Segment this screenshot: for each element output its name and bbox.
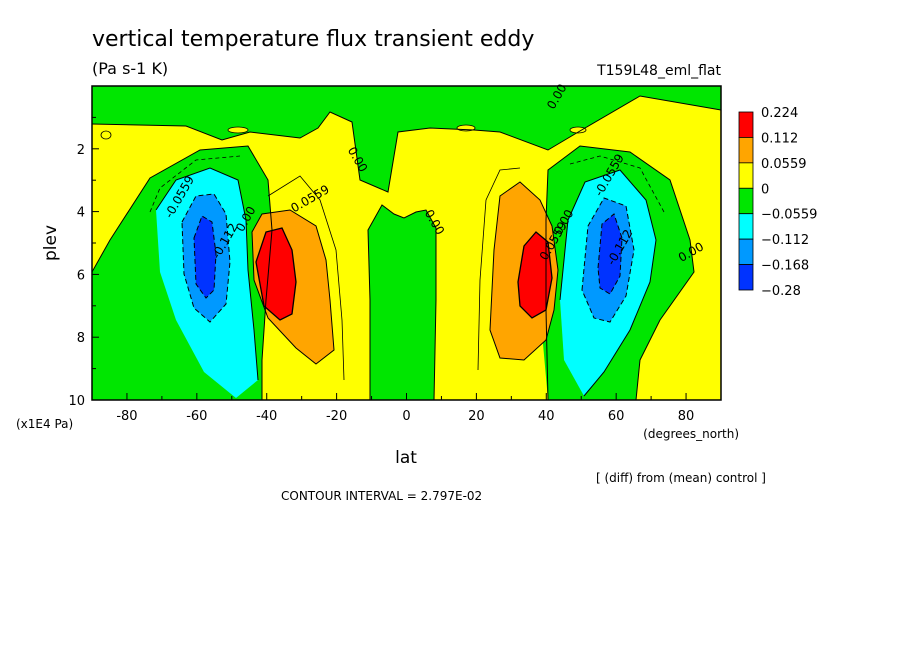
axes: -80 -60 -40 -20 0 20 40 60 80 2 4 6 8 10: [68, 116, 722, 424]
y-axis-label: plev: [41, 225, 61, 261]
chart-units: (Pa s-1 K): [92, 59, 168, 78]
x-tick-label: 60: [608, 409, 625, 424]
colorbar-swatch-3: [738, 187, 754, 215]
colorbar-label-5: −0.112: [761, 233, 809, 248]
run-name: T159L48_eml_flat: [596, 63, 721, 79]
colorbar-label-3: 0: [761, 182, 769, 197]
x-tick-label: 40: [538, 409, 555, 424]
small-yellow-island-edge: [100, 130, 112, 140]
x-axis-label: lat: [395, 448, 417, 468]
x-tick-label: -40: [256, 409, 277, 424]
colorbar-swatch-6: [738, 264, 754, 291]
colorbar-label-1: 0.112: [761, 131, 798, 146]
colorbar-swatch-5: [738, 238, 754, 265]
contour-line-neg-north-3: [597, 213, 623, 295]
y-tick-label: 10: [68, 394, 85, 409]
colorbar-label-2: 0.0559: [761, 157, 807, 172]
y-tick-label: 2: [77, 143, 85, 158]
contour-line-pos-north-1: [489, 181, 559, 361]
fill-green-top: [92, 86, 721, 192]
contour-interval: CONTOUR INTERVAL = 2.797E-02: [281, 489, 482, 503]
contour-line-zero-center: [367, 204, 437, 400]
contour-line-zero-south: [92, 145, 273, 400]
x-tick-label: 0: [402, 409, 410, 424]
contour-line-pos-north-2: [517, 231, 553, 319]
contour-line-neg-north-2: [581, 197, 635, 323]
y-tick-label: 4: [77, 206, 85, 221]
x-tick-label: -80: [116, 409, 137, 424]
x-tick-label: -20: [326, 409, 347, 424]
x-tick-label: 80: [678, 409, 695, 424]
fill-blue-north: [598, 214, 622, 294]
colorbar: 0.224 0.112 0.0559 0 −0.0559 −0.112 −0.168 −0.2…: [738, 106, 817, 299]
contour-line-neg-north-outer: [569, 155, 665, 213]
contour-line-neg-north-1: [559, 169, 657, 397]
colorbar-label-4: −0.0559: [761, 208, 817, 223]
diff-note: [ (diff) from (mean) control ]: [596, 471, 766, 485]
y-axis-units: (x1E4 Pa): [16, 417, 73, 431]
colorbar-swatch-0: [738, 111, 754, 138]
contour-line-neg-south-2: [181, 193, 231, 323]
colorbar-swatch-4: [738, 213, 754, 240]
contour-line-neg-south-outer: [149, 155, 241, 213]
colorbar-swatch-1: [738, 137, 754, 164]
contour-line-neg-south-3: [193, 215, 217, 299]
colorbar-label-6: −0.168: [761, 259, 809, 274]
contour-line-neg-south-1: [155, 167, 259, 381]
fill-blue-south: [194, 216, 216, 298]
x-axis-units: (degrees_north): [643, 427, 739, 441]
contour-line-pos-south-outer: [267, 175, 345, 381]
chart-title: vertical temperature flux transient eddy: [92, 27, 534, 52]
colorbar-label-7: −0.28: [761, 284, 801, 299]
fill-red-north: [518, 232, 552, 318]
small-yellow-island-right: [569, 126, 587, 134]
colorbar-label-0: 0.224: [761, 106, 798, 121]
y-tick-label: 8: [77, 331, 85, 346]
contour-line-pos-south-2: [255, 227, 297, 321]
colorbar-swatch-2: [738, 162, 754, 189]
contour-line-zero-top: [92, 95, 721, 193]
x-tick-label: 20: [468, 409, 485, 424]
contour-field: [92, 86, 721, 400]
y-tick-label: 6: [77, 268, 85, 283]
contour-line-pos-north-outer: [477, 167, 521, 371]
contour-line-zero-north: [545, 145, 695, 400]
contour-lines: [92, 95, 721, 400]
small-yellow-island-left: [227, 126, 249, 134]
fill-green-center: [368, 205, 436, 400]
x-tick-label: -60: [186, 409, 207, 424]
